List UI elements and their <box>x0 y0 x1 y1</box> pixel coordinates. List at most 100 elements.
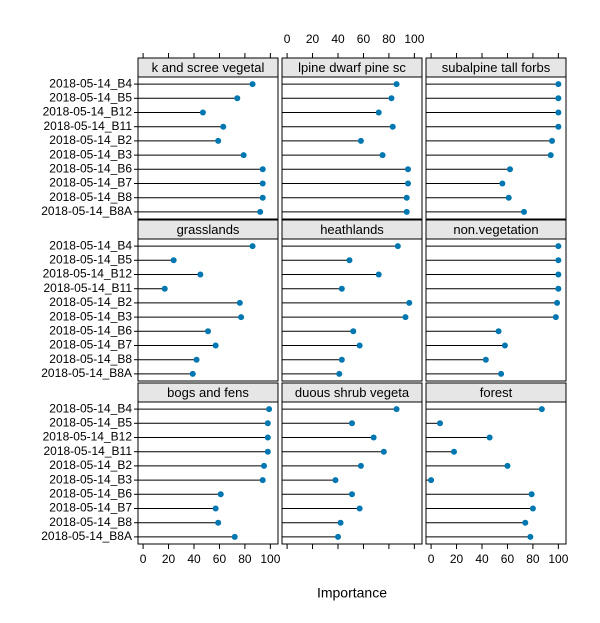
dot <box>212 342 219 349</box>
dot <box>357 137 364 144</box>
dot <box>170 257 177 264</box>
x-axis-label: Importance <box>317 585 387 601</box>
y-tick-label: 2018-05-14_B3 <box>49 309 132 323</box>
y-tick-label: 2018-05-14_B5 <box>49 415 132 429</box>
x-tick-label: 80 <box>526 552 540 566</box>
panel-frame <box>425 76 567 220</box>
dot <box>259 166 266 173</box>
dot <box>555 257 562 264</box>
dot <box>240 152 247 159</box>
dot <box>379 152 386 159</box>
dot <box>375 109 382 116</box>
dot <box>336 370 343 377</box>
panel-frame <box>137 238 279 382</box>
y-tick-label: 2018-05-14_B2 <box>49 133 132 147</box>
y-tick-label: 2018-05-14_B8A <box>41 204 132 218</box>
dot <box>259 194 266 201</box>
x-tick-label: 40 <box>187 552 201 566</box>
dot <box>555 81 562 88</box>
panel-title: grasslands <box>177 222 240 237</box>
dot <box>238 314 245 321</box>
dot <box>498 370 505 377</box>
dot <box>405 166 411 173</box>
dot <box>393 406 400 413</box>
dot <box>350 328 357 335</box>
x-tick-label: 0 <box>284 32 291 46</box>
dot <box>504 462 511 469</box>
x-tick-label: 100 <box>260 552 280 566</box>
panel-title: duous shrub vegeta <box>295 385 410 400</box>
panel-frame <box>281 401 423 545</box>
y-tick-label: 2018-05-14_B11 <box>43 119 132 133</box>
y-tick-label: 2018-05-14_B5 <box>49 252 132 266</box>
x-tick-label: 0 <box>428 552 435 566</box>
y-tick-label: 2018-05-14_B6 <box>49 486 132 500</box>
dot <box>499 180 506 187</box>
dot <box>555 271 562 278</box>
y-tick-label: 2018-05-14_B7 <box>49 176 132 190</box>
dot <box>507 166 513 173</box>
dot <box>332 477 339 484</box>
dot <box>236 299 243 306</box>
y-tick-label: 2018-05-14_B2 <box>49 295 132 309</box>
dot <box>538 406 545 413</box>
y-tick-label: 2018-05-14_B3 <box>49 472 132 486</box>
panel-frame <box>281 238 423 382</box>
dot <box>249 243 256 250</box>
dot <box>261 462 267 469</box>
dot <box>193 356 200 363</box>
dot <box>356 505 363 512</box>
dot <box>220 123 227 130</box>
dot <box>249 81 256 88</box>
dot <box>264 434 271 441</box>
y-tick-label: 2018-05-14_B12 <box>43 267 133 281</box>
dot <box>264 420 271 427</box>
dot <box>495 328 502 335</box>
panel-frame <box>425 401 567 545</box>
dot <box>554 299 561 306</box>
y-tick-label: 2018-05-14_B12 <box>43 105 133 119</box>
dot <box>338 285 345 292</box>
panel-title: forest <box>480 385 513 400</box>
panel-frame <box>425 238 567 382</box>
dot <box>529 505 536 512</box>
y-tick-label: 2018-05-14_B6 <box>49 323 132 337</box>
dot <box>428 477 435 484</box>
y-tick-label: 2018-05-14_B12 <box>43 430 133 444</box>
dot <box>403 208 410 215</box>
panel-title: bogs and fens <box>167 385 249 400</box>
dot <box>547 152 554 159</box>
y-tick-label: 2018-05-14_B8A <box>41 529 132 543</box>
x-tick-label: 0 <box>140 552 147 566</box>
dot <box>234 95 241 102</box>
dot <box>215 137 222 144</box>
dot <box>375 271 382 278</box>
y-tick-label: 2018-05-14_B11 <box>43 281 132 295</box>
dot <box>337 519 344 526</box>
dot <box>259 180 266 187</box>
dot <box>406 299 413 306</box>
x-tick-label: 40 <box>475 552 489 566</box>
dot <box>555 95 562 102</box>
dot <box>338 356 345 363</box>
y-tick-label: 2018-05-14_B4 <box>49 238 132 252</box>
x-tick-label: 60 <box>501 552 515 566</box>
dot <box>405 180 411 187</box>
y-tick-label: 2018-05-14_B3 <box>49 147 132 161</box>
y-tick-label: 2018-05-14_B7 <box>49 501 132 515</box>
dot <box>231 533 238 540</box>
dot <box>346 257 353 264</box>
panel-title: k and scree vegetal <box>152 60 265 75</box>
panel-title: heathlands <box>320 222 384 237</box>
x-tick-label: 20 <box>450 552 464 566</box>
dot <box>486 434 493 441</box>
dot <box>555 123 562 130</box>
y-tick-label: 2018-05-14_B8 <box>49 515 132 529</box>
dot <box>505 194 512 201</box>
x-tick-label: 60 <box>213 552 227 566</box>
panel-title: non.vegetation <box>453 222 538 237</box>
dot <box>521 208 527 215</box>
y-tick-label: 2018-05-14_B2 <box>49 458 132 472</box>
y-tick-label: 2018-05-14_B4 <box>49 76 132 90</box>
